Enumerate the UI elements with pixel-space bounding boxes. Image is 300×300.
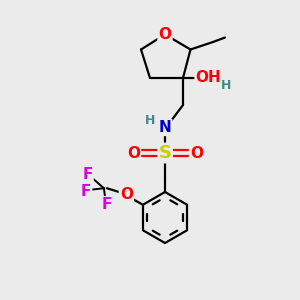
Text: H: H (221, 79, 232, 92)
Text: O: O (127, 146, 140, 160)
Text: F: F (82, 167, 93, 182)
Text: S: S (158, 144, 172, 162)
Text: OH: OH (196, 70, 221, 86)
Text: H: H (145, 113, 155, 127)
Text: O: O (190, 146, 203, 160)
Text: O: O (158, 27, 172, 42)
Text: O: O (120, 187, 133, 202)
Text: N: N (159, 120, 171, 135)
Text: F: F (81, 184, 91, 199)
Text: F: F (102, 197, 112, 212)
